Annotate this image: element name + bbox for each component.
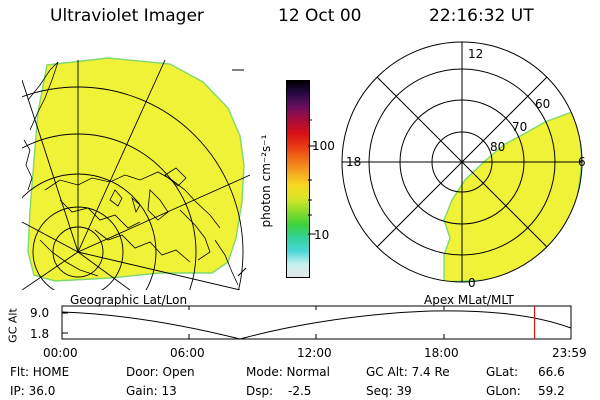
info-glon-value: 59.2 xyxy=(538,384,565,398)
info-seq: Seq: 39 xyxy=(366,384,412,398)
time-tick-1200: 12:00 xyxy=(297,346,332,360)
mlt-label-18: 18 xyxy=(346,155,362,169)
geo-auroral-image xyxy=(27,57,245,282)
mlt-polar-plot xyxy=(341,41,583,283)
info-door: Door: Open xyxy=(126,365,195,379)
mlat-label-70: 70 xyxy=(512,120,528,134)
colorbar-tick-10: 10 xyxy=(314,228,330,242)
altitude-ytick-top: 9.0 xyxy=(30,306,50,320)
geo-graticule xyxy=(22,59,250,290)
info-dsp-value: -2.5 xyxy=(288,384,312,398)
colorbar-ticks xyxy=(308,119,316,235)
colorbar-tick-100: 100 xyxy=(312,139,335,153)
altitude-ytick-bottom: 1.8 xyxy=(30,327,50,341)
mlat-label-80: 80 xyxy=(490,140,506,154)
colorbar xyxy=(286,80,310,278)
info-glon-label: GLon: xyxy=(486,384,521,398)
mlt-auroral-image xyxy=(443,109,582,282)
mlt-label-12: 12 xyxy=(468,47,484,61)
colorbar-unit-label: photon cm⁻²s⁻¹ xyxy=(259,134,273,228)
time-tick-2359: 23:59 xyxy=(552,346,587,360)
info-mode: Mode: Normal xyxy=(246,365,330,379)
altitude-plot xyxy=(61,305,572,340)
image-date: 12 Oct 00 xyxy=(278,6,362,26)
apex-caption: Apex MLat/MLT xyxy=(424,293,514,307)
mlt-grid xyxy=(341,41,583,283)
altitude-trace xyxy=(61,310,572,340)
geographic-caption: Geographic Lat/Lon xyxy=(70,293,188,307)
mlat-label-60: 60 xyxy=(535,97,551,111)
image-time: 22:16:32 UT xyxy=(429,6,534,26)
info-flight: Flt: HOME xyxy=(10,365,70,379)
instrument-title: Ultraviolet Imager xyxy=(50,6,204,26)
info-glat-label: GLat: xyxy=(486,365,519,379)
info-dsp-label: Dsp: xyxy=(246,384,274,398)
time-tick-0600: 06:00 xyxy=(170,346,205,360)
time-tick-1800: 18:00 xyxy=(424,346,459,360)
geographic-map xyxy=(22,57,250,290)
info-ip: IP: 36.0 xyxy=(10,384,56,398)
info-glat-value: 66.6 xyxy=(538,365,565,379)
info-gain: Gain: 13 xyxy=(126,384,177,398)
mlt-label-6: 6 xyxy=(578,155,586,169)
mlt-label-0: 0 xyxy=(468,276,476,290)
time-tick-0000: 00:00 xyxy=(43,346,78,360)
colorbar-gradient xyxy=(287,81,309,277)
info-gc-alt: GC Alt: 7.4 Re xyxy=(366,365,450,379)
altitude-ylabel: GC Alt xyxy=(6,308,20,343)
coastlines xyxy=(23,61,239,286)
